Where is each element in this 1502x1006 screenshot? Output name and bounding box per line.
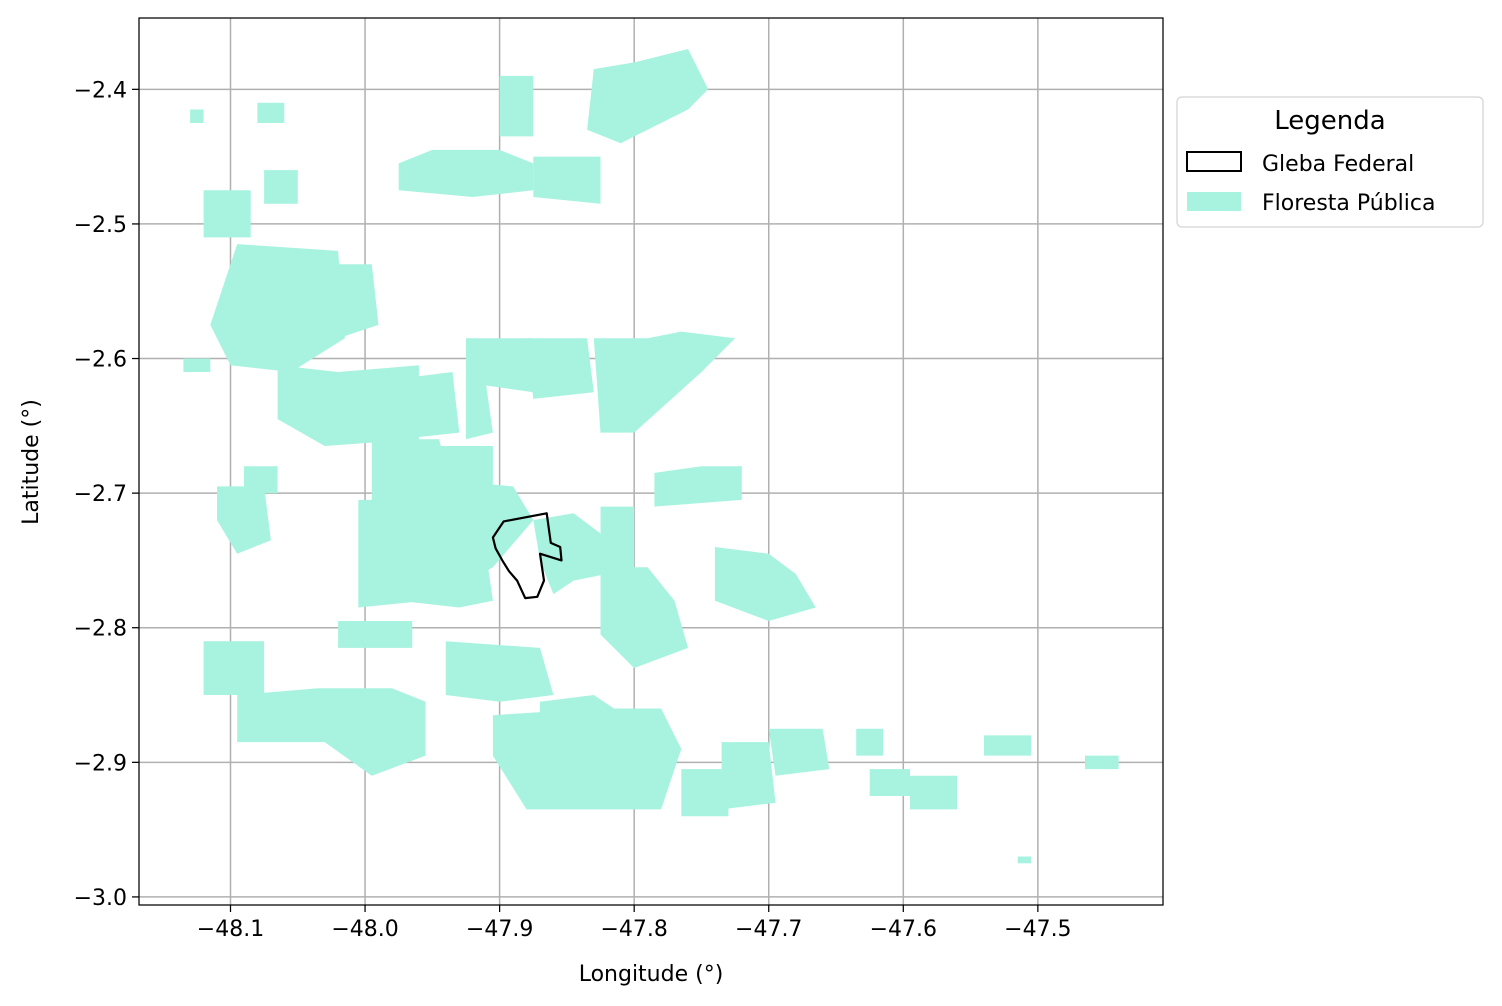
legend-label-floresta-publica: Floresta Pública xyxy=(1262,191,1435,216)
floresta-publica-polygon xyxy=(526,338,594,399)
floresta-publica-polygon xyxy=(203,190,251,238)
floresta-publica-polygon xyxy=(331,264,379,339)
y-axis-label: Latitude (°) xyxy=(19,399,44,525)
floresta-publica-polygon xyxy=(210,244,345,372)
floresta-publica-polygon xyxy=(714,547,816,621)
axes-frame xyxy=(138,17,1164,906)
floresta-publica-polygon xyxy=(533,156,601,204)
floresta-publica-polygon xyxy=(338,621,413,648)
gleba-federal-layer xyxy=(491,512,563,600)
floresta-publica-polygon xyxy=(257,102,285,123)
y-tick-label: −2.5 xyxy=(74,213,127,238)
x-tick-label: −47.5 xyxy=(1004,917,1071,942)
floresta-publica-polygon xyxy=(856,728,884,756)
floresta-publica-polygon xyxy=(768,728,830,776)
floresta-publica-polygon xyxy=(183,358,211,372)
legend-swatch-floresta-publica xyxy=(1187,192,1241,211)
floresta-publica-polygon xyxy=(587,49,709,144)
floresta-publica-polygon xyxy=(910,775,958,810)
x-tick-label: −48.0 xyxy=(331,917,398,942)
y-tick-label: −2.8 xyxy=(74,617,127,642)
floresta-publica-polygon xyxy=(721,742,776,810)
floresta-publica-polygon xyxy=(1017,856,1032,864)
legend-box xyxy=(1176,96,1484,228)
floresta-publica-polygon xyxy=(654,466,742,507)
floresta-publica-polygon xyxy=(264,170,298,204)
floresta-publica-polygon xyxy=(244,466,278,494)
axis-ticks: −48.1 −48.0 −47.9 −47.8 −47.7 −47.6 −47.5 −2.4 −… xyxy=(74,78,1072,942)
floresta-publica-polygon xyxy=(203,641,265,695)
floresta-publica-polygon xyxy=(600,506,635,581)
floresta-publica-polygon xyxy=(499,75,534,137)
gleba-federal-polygon xyxy=(491,512,563,600)
legend-swatch-gleba-federal xyxy=(1186,151,1242,172)
floresta-publica-polygon xyxy=(466,338,534,440)
x-tick-label: −47.9 xyxy=(466,917,533,942)
floresta-publica-polygon xyxy=(217,486,271,554)
y-tick-label: −2.6 xyxy=(74,348,127,373)
floresta-publica-polygon xyxy=(540,695,614,729)
x-tick-label: −47.7 xyxy=(735,917,802,942)
floresta-publica-polygon xyxy=(277,365,419,446)
floresta-publica-polygon xyxy=(237,688,426,776)
floresta-publica-polygon xyxy=(398,372,460,440)
floresta-publica-polygon xyxy=(533,513,608,595)
x-tick-label: −47.6 xyxy=(870,917,937,942)
floresta-publica-layer xyxy=(183,49,1119,864)
legend: Legenda Gleba Federal Floresta Pública xyxy=(1176,96,1484,228)
x-axis-label: Longitude (°) xyxy=(579,962,724,987)
floresta-publica-polygon xyxy=(492,708,682,810)
y-tick-label: −3.0 xyxy=(74,886,127,911)
legend-title: Legenda xyxy=(1274,106,1385,136)
y-tick-label: −2.7 xyxy=(74,482,127,507)
y-tick-label: −2.4 xyxy=(74,78,127,103)
floresta-publica-polygon xyxy=(445,641,554,702)
x-tick-label: −48.1 xyxy=(197,917,264,942)
floresta-publica-polygon xyxy=(869,769,910,796)
floresta-publica-polygon xyxy=(681,769,729,817)
floresta-publica-polygon xyxy=(593,331,736,433)
floresta-publica-polygon xyxy=(398,533,493,608)
floresta-publica-polygon xyxy=(1085,755,1119,770)
floresta-publica-polygon xyxy=(600,567,688,669)
floresta-publica-polygon xyxy=(398,149,534,197)
x-tick-label: −47.8 xyxy=(600,917,667,942)
y-tick-label: −2.9 xyxy=(74,751,127,776)
legend-label-gleba-federal: Gleba Federal xyxy=(1262,152,1414,177)
floresta-publica-polygon xyxy=(190,109,204,123)
floresta-publica-polygon xyxy=(984,735,1032,756)
